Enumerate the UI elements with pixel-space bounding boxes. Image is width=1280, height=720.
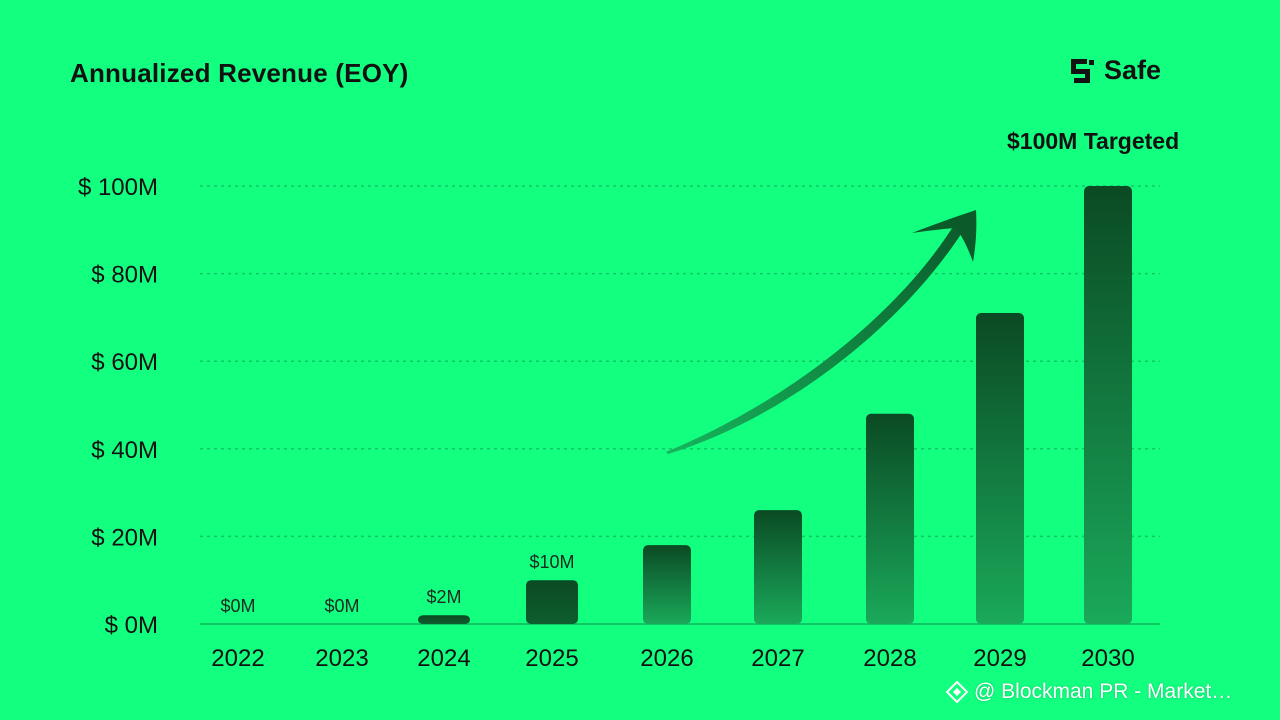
x-tick-label: 2026 — [640, 645, 693, 672]
brand-logo: Safe — [1068, 55, 1161, 86]
y-tick-label: $ 100M — [78, 174, 158, 201]
data-labels: $0M $0M $2M $10M — [220, 552, 574, 616]
y-tick-label: $ 80M — [91, 262, 158, 289]
y-tick-label: $ 60M — [91, 349, 158, 376]
x-tick-label: 2023 — [315, 645, 368, 672]
x-tick-label: 2024 — [417, 645, 470, 672]
x-axis-ticks: 2022 2023 2024 2025 2026 2027 2028 2029 2030 — [211, 645, 1134, 672]
y-tick-label: $ 20M — [91, 524, 158, 551]
watermark-text: @ Blockman PR - Market… — [974, 680, 1233, 703]
target-annotation: $100M Targeted — [1007, 128, 1180, 154]
data-label-2023: $0M — [324, 596, 359, 616]
x-tick-label: 2030 — [1081, 645, 1134, 672]
binance-diamond-icon — [946, 681, 968, 703]
x-tick-label: 2027 — [751, 645, 804, 672]
y-tick-label: $ 0M — [105, 612, 158, 639]
brand-name: Safe — [1104, 55, 1162, 85]
bar-2024 — [418, 615, 470, 624]
growth-arrow-icon — [666, 222, 965, 454]
watermark: @ Blockman PR - Market… — [946, 680, 1232, 704]
bar-2028 — [866, 413, 914, 624]
x-tick-label: 2028 — [863, 645, 916, 672]
growth-arrowhead-icon — [912, 210, 977, 262]
chart-title: Annualized Revenue (EOY) — [70, 58, 409, 88]
bar-2025 — [526, 580, 578, 624]
y-tick-label: $ 40M — [91, 437, 158, 464]
bars — [418, 186, 1132, 624]
bar-2029 — [976, 313, 1024, 624]
bar-2026 — [643, 545, 691, 624]
safe-logo-icon — [1071, 58, 1094, 83]
x-tick-label: 2025 — [525, 645, 578, 672]
y-axis-ticks: $ 0M $ 20M $ 40M $ 60M $ 80M $ 100M — [78, 174, 158, 639]
bar-2027 — [754, 510, 802, 624]
data-label-2024: $2M — [426, 587, 461, 607]
bar-2030 — [1084, 186, 1132, 624]
x-tick-label: 2029 — [973, 645, 1026, 672]
data-label-2022: $0M — [220, 596, 255, 616]
x-tick-label: 2022 — [211, 645, 264, 672]
data-label-2025: $10M — [529, 552, 574, 572]
